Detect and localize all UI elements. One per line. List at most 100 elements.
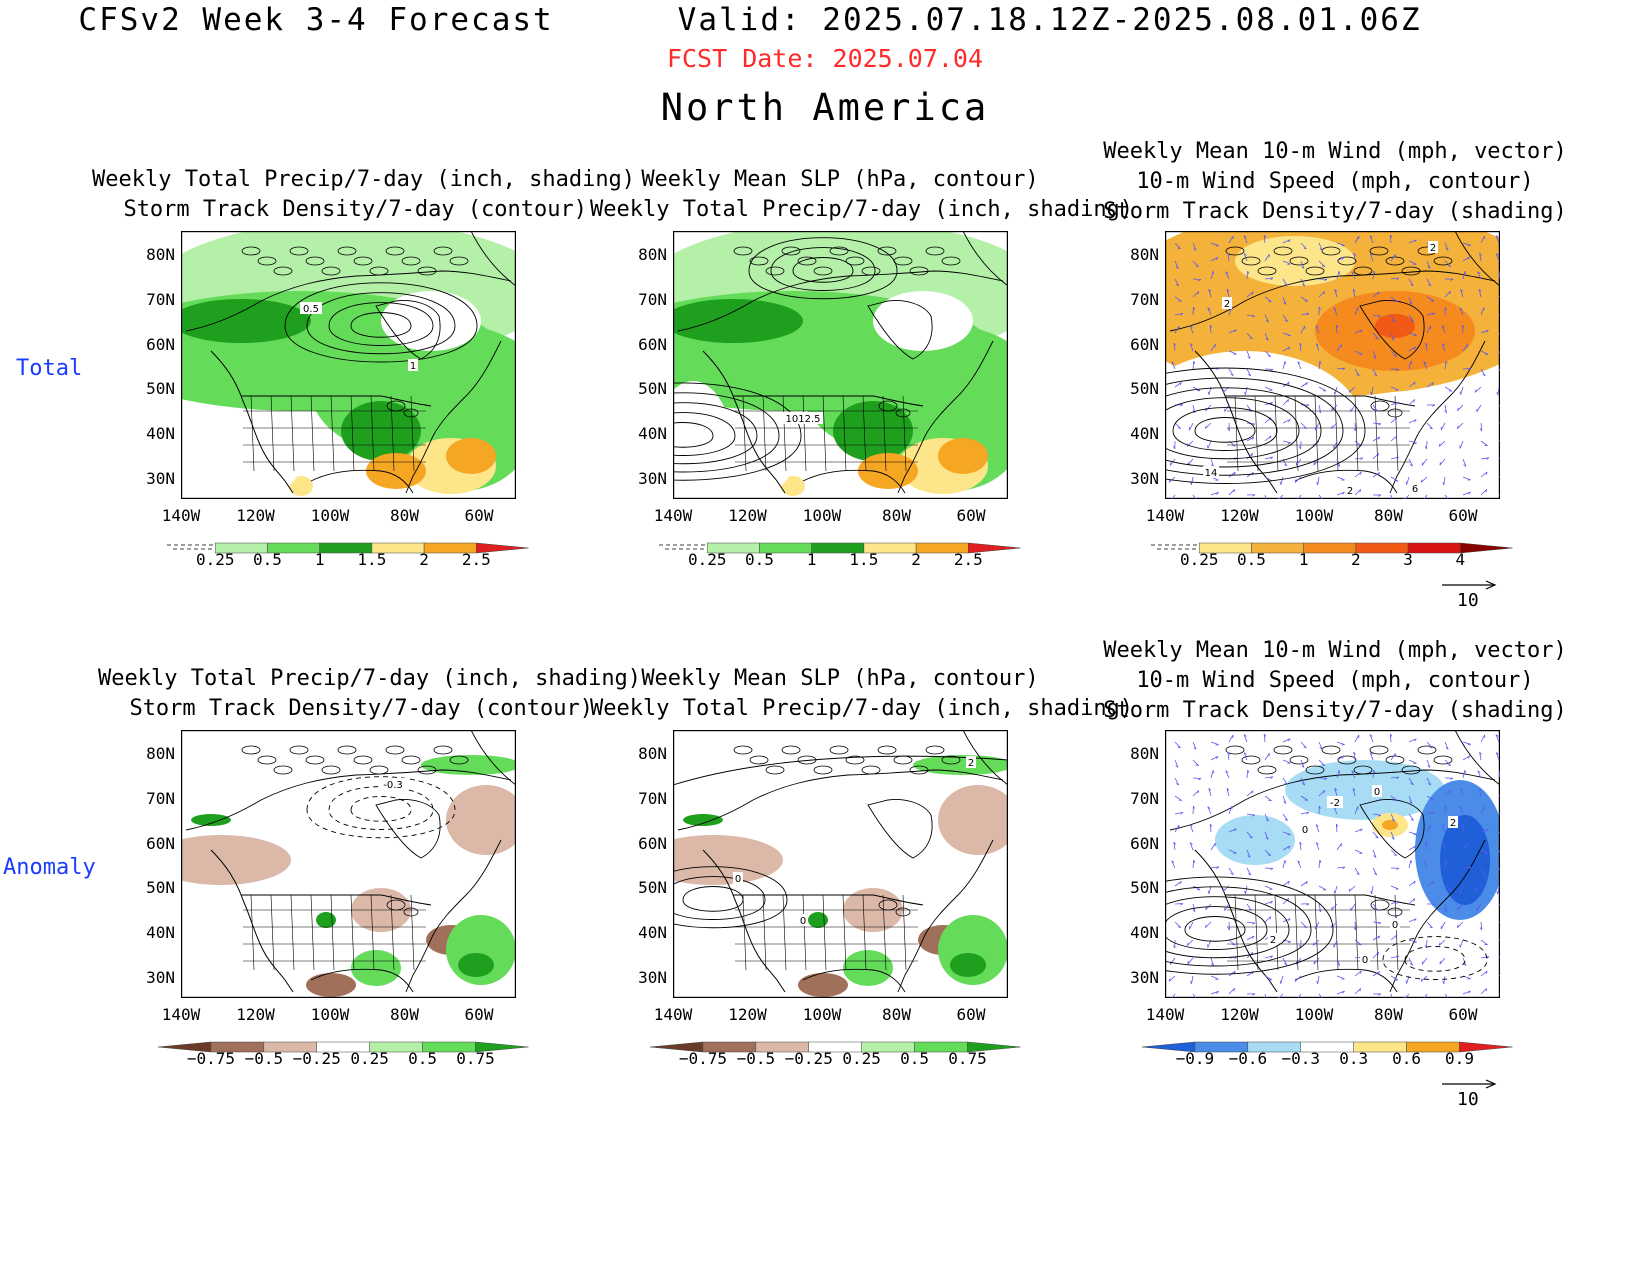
panel-title-total-precip: Weekly Total Precip/7-day (inch, shading… (92, 167, 636, 222)
svg-text:2: 2 (1450, 818, 1456, 829)
contour-label: 2 (1428, 241, 1438, 254)
colorbar-tick-label: 1.5 (357, 550, 387, 569)
colorbar-anom-precip (157, 1039, 539, 1053)
wind-vector-field (1168, 234, 1500, 499)
vector-reference-label: 10 (1457, 590, 1479, 611)
vector-reference-arrow (1442, 580, 1497, 590)
latitude-tick-label: 40N (638, 424, 667, 444)
latitude-tick-label: 60N (1130, 833, 1159, 853)
latitude-tick-label: 80N (1130, 744, 1159, 763)
wind-vector-field (1168, 733, 1500, 998)
svg-text:0: 0 (1362, 955, 1368, 966)
latitude-tick-label: 60N (1130, 334, 1159, 354)
svg-text:6: 6 (1412, 484, 1418, 495)
svg-text:0: 0 (1374, 787, 1380, 798)
svg-text:0: 0 (735, 874, 741, 885)
contour-label: 2 (1268, 933, 1278, 946)
forecast-date: FCST Date: 2025.07.04 (666, 44, 984, 73)
coastline-overlay (181, 730, 516, 998)
svg-text:2: 2 (1270, 935, 1276, 946)
longitude-tick-label: 100W (802, 506, 842, 525)
longitude-tick-label: 60W (956, 1005, 986, 1024)
longitude-tick-label: 120W (1220, 1005, 1259, 1024)
svg-text:1: 1 (410, 361, 416, 372)
contour-label: 1 (408, 359, 418, 372)
latitude-tick-label: 70N (146, 788, 175, 808)
longitude-tick-label: 80W (390, 1005, 419, 1024)
panel-title-anom-wind: Weekly Mean 10-m Wind (mph, vector) 10-m… (1103, 638, 1567, 723)
longitude-tick-label: 80W (882, 1005, 911, 1024)
row-label-total: Total (16, 356, 83, 381)
latitude-tick-label: 50N (1130, 878, 1159, 898)
svg-text:14: 14 (1205, 468, 1218, 479)
contour-label: 0 (1390, 918, 1400, 931)
latitude-tick-label: 80N (638, 245, 667, 264)
latitude-tick-label: 70N (638, 289, 667, 309)
colorbar-tick-label: 2 (419, 550, 429, 569)
longitude-tick-label: 60W (464, 1005, 494, 1024)
contour-label: 0.5 (300, 302, 322, 315)
longitude-tick-label: 140W (653, 506, 693, 525)
latitude-tick-label: 80N (638, 744, 667, 763)
colorbar-tick-label: 4 (1455, 550, 1466, 569)
svg-text:0: 0 (800, 916, 806, 927)
colorbar-tick-label: 2 (1351, 550, 1361, 569)
colorbar-tick-label: 0.5 (252, 550, 282, 569)
latitude-tick-label: 50N (638, 379, 667, 399)
latitude-tick-label: 60N (638, 334, 667, 354)
colorbar-tick-label: −0.25 (784, 1049, 833, 1068)
colorbar-tick-label: 3 (1403, 550, 1413, 569)
longitude-tick-label: 100W (310, 1005, 350, 1024)
latitude-tick-label: 40N (146, 923, 175, 943)
longitude-tick-label: 80W (882, 506, 911, 525)
latitude-tick-label: 70N (146, 289, 175, 309)
latitude-tick-label: 60N (146, 833, 175, 853)
coastline-overlay (673, 231, 1008, 499)
longitude-tick-label: 120W (1220, 506, 1259, 525)
colorbar-tick-label: −0.5 (244, 1049, 284, 1068)
latitude-tick-label: 40N (146, 424, 175, 444)
contour-label: 2 (1222, 297, 1232, 310)
longitude-tick-label: 140W (653, 1005, 693, 1024)
vector-reference-arrow (1442, 1079, 1497, 1089)
latitude-tick-label: 30N (1130, 469, 1159, 488)
colorbar-tick-label: −0.6 (1228, 1049, 1268, 1068)
longitude-tick-label: 120W (236, 1005, 275, 1024)
colorbar-tick-label: −0.3 (1281, 1049, 1321, 1068)
figure-title: CFSv2 Week 3-4 Forecast Valid: 2025.07.1… (78, 2, 1422, 38)
svg-text:-0.3: -0.3 (383, 780, 403, 791)
svg-text:-2: -2 (1330, 798, 1340, 809)
colorbar-tick-label: −0.9 (1175, 1049, 1215, 1068)
colorbar-tick-label: 0.25 (350, 1049, 389, 1068)
latitude-tick-label: 60N (638, 833, 667, 853)
contour-label: -0.3 (379, 778, 407, 791)
longitude-tick-label: 60W (956, 506, 986, 525)
colorbar-tick-label: 0.5 (1236, 550, 1266, 569)
contour-label: 1012.5 (783, 412, 823, 425)
colorbar-tick-label: −0.5 (736, 1049, 776, 1068)
svg-text:1012.5: 1012.5 (786, 414, 821, 425)
region-title: North America (660, 86, 990, 129)
map-total-wind: 2 2 14 2 6 (1165, 231, 1500, 499)
svg-text:2: 2 (1430, 243, 1436, 254)
contour-label: 2 (966, 756, 976, 769)
coastline-overlay (673, 730, 1008, 998)
colorbar-tick-label: 0.5 (744, 550, 774, 569)
contour-label: 0 (1300, 823, 1310, 836)
longitude-tick-label: 60W (1448, 1005, 1478, 1024)
latitude-tick-label: 50N (1130, 379, 1159, 399)
contour-label: 6 (1410, 482, 1420, 495)
latitude-tick-label: 80N (1130, 245, 1159, 264)
svg-text:0: 0 (1302, 825, 1308, 836)
longitude-tick-label: 100W (310, 506, 350, 525)
colorbar-tick-label: 0.75 (456, 1049, 495, 1068)
latitude-tick-label: 70N (638, 788, 667, 808)
longitude-tick-label: 80W (1374, 1005, 1403, 1024)
longitude-tick-label: 140W (161, 506, 201, 525)
map-anom-precip: -0.3 (181, 730, 516, 998)
latitude-tick-label: 30N (146, 968, 175, 987)
colorbar-anom-wind (1141, 1039, 1523, 1053)
coastline-overlay (181, 231, 516, 499)
svg-text:0.5: 0.5 (303, 304, 319, 315)
colorbar-tick-label: 0.25 (1179, 550, 1219, 569)
